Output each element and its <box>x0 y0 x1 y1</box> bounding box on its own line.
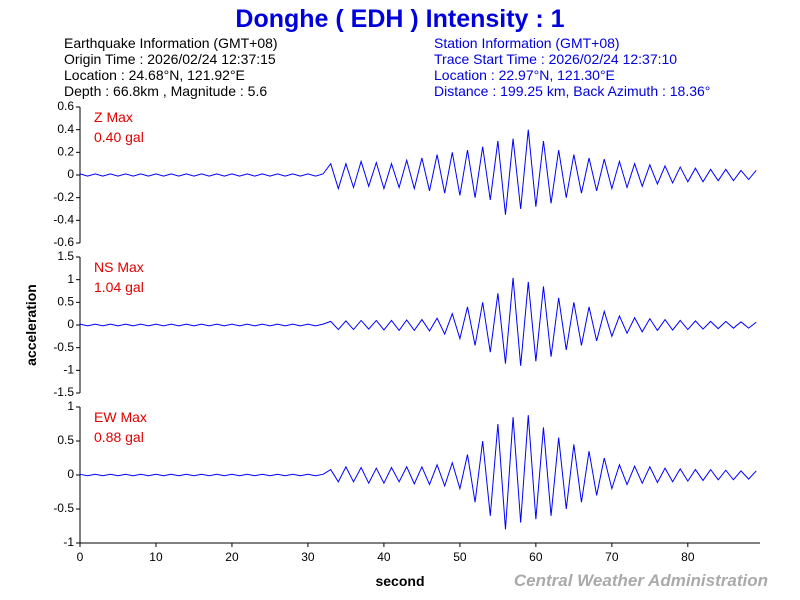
station-info: Station Information (GMT+08) Trace Start… <box>434 35 710 99</box>
x-tick-label: 20 <box>225 550 239 564</box>
annotation: 1.04 gal <box>94 279 144 295</box>
annotation: EW Max <box>94 409 147 425</box>
y-tick-label: 0 <box>67 467 74 481</box>
info-line: Distance : 199.25 km, Back Azimuth : 18.… <box>434 83 710 99</box>
y-tick-label: -0.2 <box>53 190 74 204</box>
y-tick-label: 0.6 <box>57 99 74 113</box>
annotation: 0.40 gal <box>94 129 144 145</box>
y-tick-label: 1 <box>67 399 74 413</box>
y-axis-label: acceleration <box>23 284 39 366</box>
y-tick-label: -0.6 <box>53 235 74 249</box>
y-tick-label: 0.4 <box>57 122 74 136</box>
waveform <box>79 129 757 215</box>
x-tick-label: 70 <box>605 550 619 564</box>
y-tick-label: 0 <box>67 167 74 181</box>
earthquake-info: Earthquake Information (GMT+08) Origin T… <box>64 35 278 99</box>
x-tick-label: 40 <box>377 550 391 564</box>
x-tick-label: 30 <box>301 550 315 564</box>
annotation: Z Max <box>94 109 133 125</box>
waveform <box>79 277 757 366</box>
title: Donghe ( EDH ) Intensity : 1 <box>235 5 564 33</box>
y-tick-label: -0.5 <box>53 340 74 354</box>
y-tick-label: -0.5 <box>53 501 74 515</box>
info-line: Station Information (GMT+08) <box>434 35 620 51</box>
x-tick-label: 50 <box>453 550 467 564</box>
info-line: Earthquake Information (GMT+08) <box>64 35 278 51</box>
y-tick-label: -1.5 <box>53 385 74 399</box>
info-line: Origin Time : 2026/02/24 12:37:15 <box>64 51 276 67</box>
y-tick-label: -1 <box>63 535 74 549</box>
y-tick-label: -1 <box>63 363 74 377</box>
waveform <box>79 415 757 530</box>
annotation: 0.88 gal <box>94 429 144 445</box>
y-tick-label: 0.5 <box>57 433 74 447</box>
x-tick-label: 80 <box>681 550 695 564</box>
info-line: Depth : 66.8km , Magnitude : 5.6 <box>64 83 267 99</box>
annotation: NS Max <box>94 259 144 275</box>
y-tick-label: 0 <box>67 317 74 331</box>
y-tick-label: 1.5 <box>57 249 74 263</box>
x-tick-label: 0 <box>77 550 84 564</box>
y-tick-label: -0.4 <box>53 213 74 227</box>
footer: Central Weather Administration <box>514 571 768 590</box>
y-tick-label: 0.2 <box>57 145 74 159</box>
info-line: Location : 24.68°N, 121.92°E <box>64 67 245 83</box>
x-axis-label: second <box>375 573 424 589</box>
y-tick-label: 0.5 <box>57 295 74 309</box>
y-tick-label: 1 <box>67 272 74 286</box>
info-line: Location : 22.97°N, 121.30°E <box>434 67 615 83</box>
x-tick-label: 10 <box>149 550 163 564</box>
info-line: Trace Start Time : 2026/02/24 12:37:10 <box>434 51 677 67</box>
x-tick-label: 60 <box>529 550 543 564</box>
